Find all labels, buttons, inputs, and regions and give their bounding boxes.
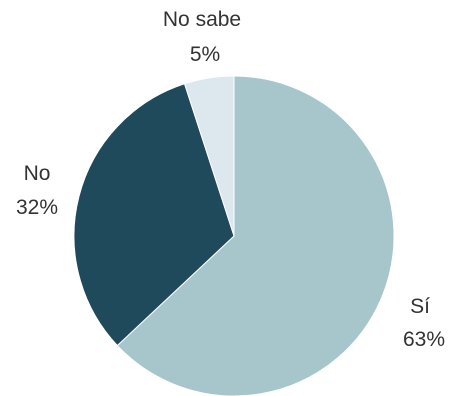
slice-value-no: 32% xyxy=(16,196,58,219)
slice-value-si: 63% xyxy=(403,328,445,351)
pie-labels: Sí 63% No 32% No sabe 5% xyxy=(16,8,445,351)
pie-slice-si xyxy=(116,75,395,396)
slice-label-no: No xyxy=(24,162,51,185)
pie-slices xyxy=(73,75,395,396)
slice-label-no-sabe: No sabe xyxy=(163,8,241,31)
pie-slice-no xyxy=(73,83,235,347)
slice-label-si: Sí xyxy=(410,295,430,318)
slice-value-no-sabe: 5% xyxy=(190,43,220,66)
pie-slice-no-sabe xyxy=(183,75,235,237)
